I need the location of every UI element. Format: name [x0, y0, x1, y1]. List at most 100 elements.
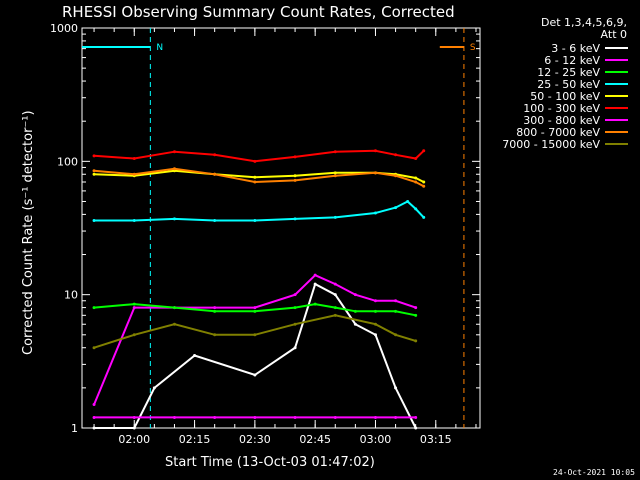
series-point: [172, 150, 176, 154]
series-point: [333, 293, 337, 297]
series-point: [373, 149, 377, 153]
series-point: [313, 273, 317, 277]
legend-title: Det 1,3,4,5,6,9,: [541, 16, 627, 29]
series-point: [394, 386, 398, 390]
series-point: [422, 180, 426, 184]
series-point: [253, 159, 257, 163]
series-point: [132, 415, 136, 419]
series-point: [213, 306, 217, 310]
legend-entry: 25 - 50 keV: [537, 78, 600, 91]
y-tick-label: 1000: [50, 22, 78, 35]
series-point: [422, 215, 426, 219]
series-point: [394, 309, 398, 313]
series-point: [414, 306, 418, 310]
legend-entry: 6 - 12 keV: [544, 54, 600, 67]
series-line: [93, 314, 416, 349]
legend-entry: 800 - 7000 keV: [516, 126, 600, 139]
series-point: [373, 211, 377, 215]
series-line: [94, 282, 417, 429]
series-point: [132, 302, 136, 306]
series-point: [92, 306, 96, 310]
series-point: [213, 218, 217, 222]
series-point: [422, 184, 426, 188]
plot-frame: [81, 27, 481, 429]
series-point: [373, 333, 377, 337]
series-point: [414, 415, 418, 419]
series-point: [253, 218, 257, 222]
series-point: [293, 346, 297, 350]
series-point: [333, 415, 337, 419]
series-line: [94, 200, 425, 222]
series-point: [333, 306, 337, 310]
legend-entry: 300 - 800 keV: [523, 114, 600, 127]
series-line: [94, 303, 416, 317]
series-point: [92, 169, 96, 173]
series-point: [414, 180, 418, 184]
series-point: [293, 217, 297, 221]
flag-label: S: [470, 43, 476, 53]
series-point: [333, 215, 337, 219]
series-point: [253, 180, 257, 184]
x-tick-label: 03:00: [360, 433, 392, 446]
series-point: [293, 155, 297, 159]
series-point: [373, 322, 377, 326]
series-point: [132, 172, 136, 176]
series-point: [253, 309, 257, 313]
series-point: [373, 171, 377, 175]
series-point: [172, 306, 176, 310]
series-point: [253, 333, 257, 337]
series-point: [333, 150, 337, 154]
y-tick-label: 100: [57, 155, 78, 168]
chart-title: RHESSI Observing Summary Count Rates, Co…: [62, 3, 455, 21]
series-point: [414, 339, 418, 343]
series-point: [293, 293, 297, 297]
series-point: [172, 217, 176, 221]
series-point: [213, 333, 217, 337]
series-point: [373, 415, 377, 419]
series-point: [293, 322, 297, 326]
flag-label: N: [156, 43, 163, 53]
timestamp: 24-Oct-2021 10:05: [553, 468, 635, 477]
series-point: [172, 322, 176, 326]
series-point: [313, 302, 317, 306]
x-tick-label: 02:45: [299, 433, 331, 446]
series-point: [253, 415, 257, 419]
series-point: [414, 313, 418, 317]
x-tick-label: 03:15: [420, 433, 452, 446]
x-tick-label: 02:15: [179, 433, 211, 446]
legend-title: Att 0: [601, 28, 627, 41]
series-point: [293, 415, 297, 419]
series-point: [193, 353, 197, 357]
series-point: [333, 282, 337, 286]
series-point: [394, 206, 398, 210]
series-point: [373, 299, 377, 303]
series-point: [333, 171, 337, 175]
series-point: [92, 415, 96, 419]
series-point: [414, 157, 418, 161]
series-point: [313, 282, 317, 286]
series-point: [92, 403, 96, 407]
legend-entry: 3 - 6 keV: [551, 42, 600, 55]
legend-entry: 12 - 25 keV: [537, 66, 600, 79]
series-point: [394, 174, 398, 178]
series-point: [92, 426, 96, 430]
x-tick-label: 02:30: [239, 433, 271, 446]
series-point: [333, 174, 337, 178]
series-point: [253, 175, 257, 179]
series-point: [132, 333, 136, 337]
series-point: [213, 309, 217, 313]
series-point: [213, 415, 217, 419]
series-point: [213, 153, 217, 157]
series-point: [394, 415, 398, 419]
series-point: [373, 309, 377, 313]
series-point: [353, 309, 357, 313]
series-point: [132, 157, 136, 161]
series-point: [92, 346, 96, 350]
series-point: [414, 176, 418, 180]
series-point: [213, 172, 217, 176]
y-axis-label: Corrected Count Rate (s⁻¹ detector⁻¹): [21, 110, 36, 355]
series-line: [94, 149, 425, 163]
legend-entry: 7000 - 15000 keV: [502, 138, 600, 151]
